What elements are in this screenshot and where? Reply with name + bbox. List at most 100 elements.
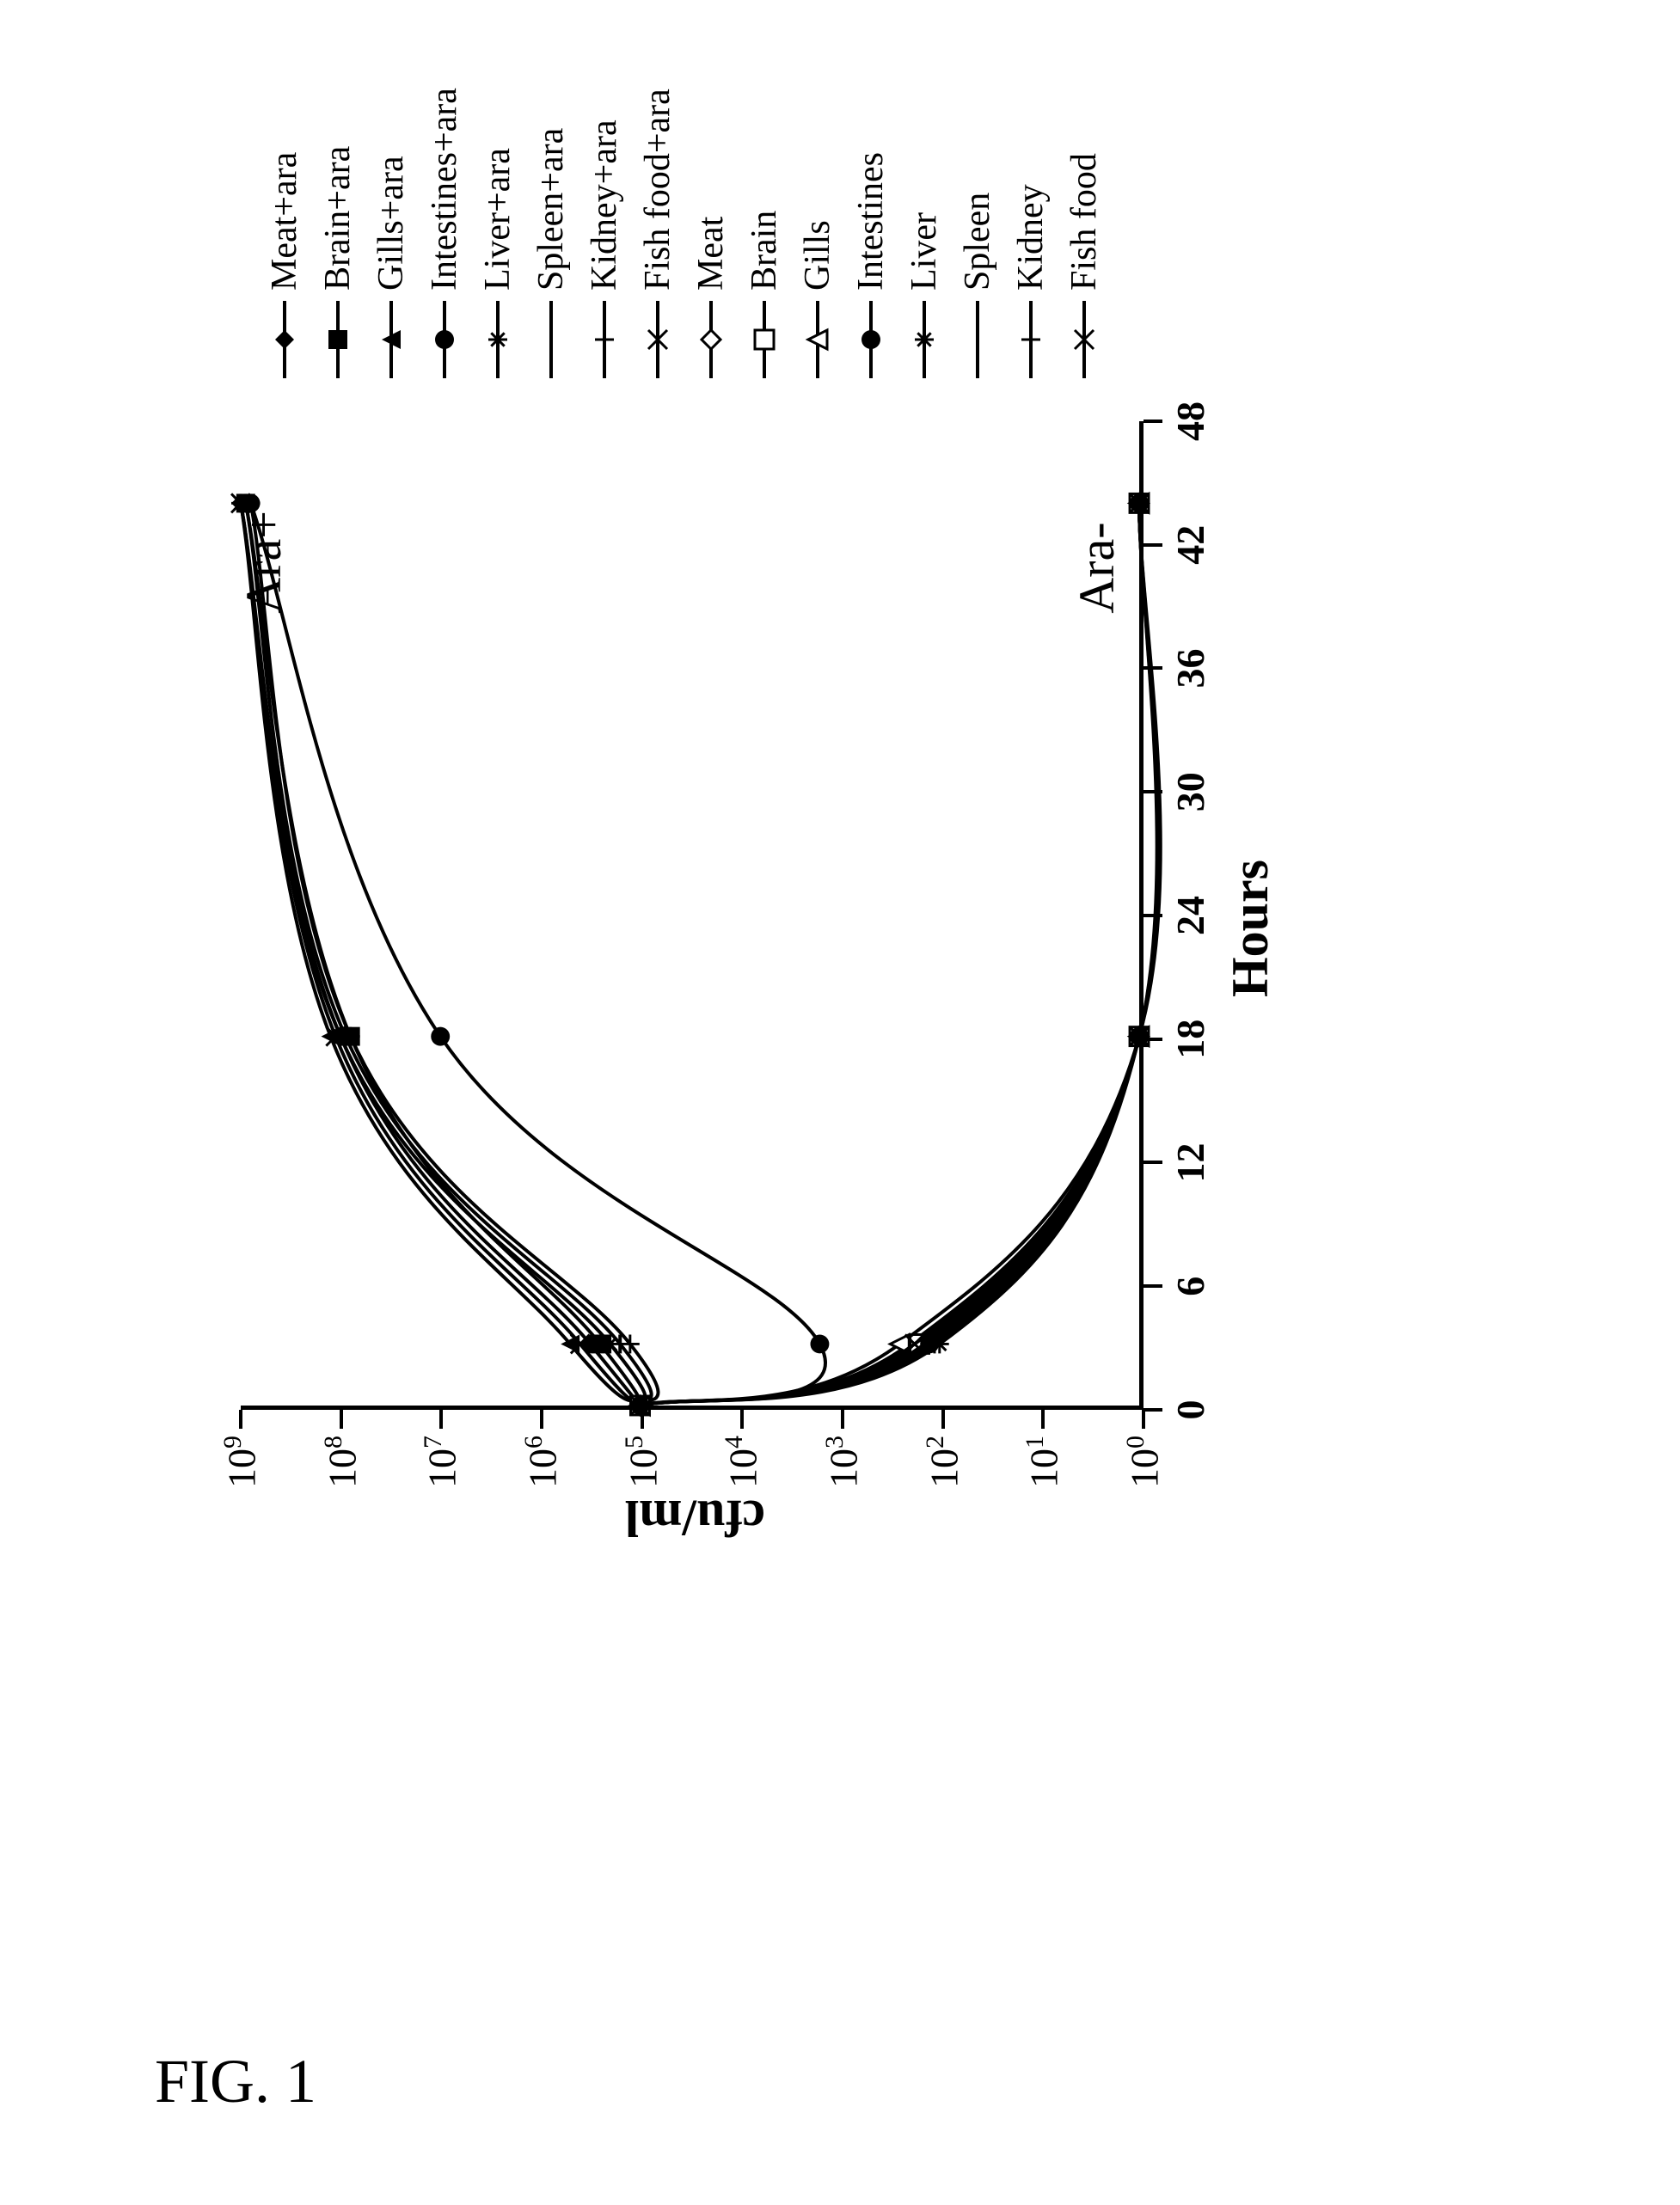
y-tick-label: 100: [1121, 1436, 1167, 1530]
series-line-meat_ara: [241, 503, 640, 1406]
x-tick-label: 24: [1168, 896, 1213, 935]
series-line-liver: [640, 503, 1156, 1406]
legend-label: Spleen+ara: [530, 128, 572, 291]
x-tick-label: 48: [1168, 401, 1213, 441]
x-tick: [1144, 1038, 1162, 1041]
chart-container: cfu/ml Hours: [172, 0, 1505, 1599]
legend-sample: [960, 301, 995, 378]
x-tick-label: 12: [1168, 1143, 1213, 1183]
series-line-spleen_ara: [246, 503, 652, 1406]
legend-sample: [374, 301, 408, 378]
legend-sample: [534, 301, 568, 378]
page: cfu/ml Hours: [0, 0, 1680, 2205]
series-line-gills: [640, 503, 1160, 1406]
y-tick-label: 106: [519, 1436, 565, 1530]
series-line-fishfood: [640, 503, 1159, 1406]
legend-item: Brain: [738, 88, 791, 378]
series-line-liver_ara: [241, 503, 646, 1406]
legend-label: Spleen: [957, 193, 998, 291]
legend-item: Liver: [898, 88, 951, 378]
legend-label: Kidney+ara: [584, 119, 625, 291]
x-tick-label: 6: [1168, 1277, 1213, 1296]
legend-item: Fish food: [1058, 88, 1111, 378]
legend-label: Fish food: [1064, 153, 1105, 291]
legend-item: Meat+ara: [258, 88, 311, 378]
legend-sample: [641, 301, 675, 378]
y-tick-label: 107: [419, 1436, 464, 1530]
legend-item: Gills: [791, 88, 844, 378]
legend-item: Brain+ara: [311, 88, 365, 378]
legend-sample: [1067, 301, 1101, 378]
x-tick: [1144, 1161, 1162, 1165]
legend-sample: [427, 301, 462, 378]
legend-label: Meat: [690, 217, 732, 291]
series-line-gills_ara: [241, 503, 640, 1406]
x-tick: [1144, 1408, 1162, 1412]
y-tick-label: 101: [1021, 1436, 1066, 1530]
legend-item: Meat: [684, 88, 738, 378]
legend-sample: [481, 301, 515, 378]
legend: Meat+ara Brain+ara Gills+ara Intestines+…: [258, 88, 1111, 378]
legend-label: Intestines: [850, 152, 892, 291]
x-tick: [1144, 790, 1162, 793]
x-tick: [1144, 543, 1162, 547]
legend-item: Kidney+ara: [578, 88, 631, 378]
y-tick-label: 102: [921, 1436, 966, 1530]
y-tick: [239, 1410, 242, 1429]
x-tick-label: 42: [1168, 525, 1213, 565]
legend-sample: [267, 301, 302, 378]
chart-curves: [241, 421, 1139, 1406]
figure-caption: FIG. 1: [155, 2046, 316, 2117]
y-tick: [740, 1410, 744, 1429]
y-tick-label: 103: [820, 1436, 866, 1530]
legend-sample: [800, 301, 835, 378]
legend-item: Fish food+ara: [631, 88, 684, 378]
legend-sample: [747, 301, 782, 378]
series-line-kidney: [640, 503, 1157, 1406]
x-tick-label: 0: [1168, 1400, 1213, 1420]
legend-sample: [321, 301, 355, 378]
legend-label: Intestines+ara: [424, 88, 465, 291]
series-line-fishfood_ara: [241, 503, 640, 1406]
legend-label: Brain+ara: [317, 146, 359, 291]
legend-label: Liver+ara: [477, 148, 518, 291]
legend-label: Gills: [797, 220, 838, 291]
annotation: Ara-: [1068, 522, 1125, 613]
x-tick-label: 18: [1168, 1020, 1213, 1059]
plot-area: [241, 421, 1144, 1410]
x-tick: [1144, 667, 1162, 671]
legend-label: Meat+ara: [264, 152, 305, 291]
legend-label: Brain: [744, 211, 785, 291]
series-line-spleen: [640, 503, 1158, 1406]
y-tick: [841, 1410, 844, 1429]
x-tick: [1144, 420, 1162, 423]
legend-label: Gills+ara: [371, 156, 412, 291]
y-tick: [1041, 1410, 1045, 1429]
series-line-intestines_ara: [251, 503, 825, 1406]
x-tick-label: 30: [1168, 772, 1213, 812]
x-axis-label: Hours: [1221, 860, 1280, 997]
legend-label: Fish food+ara: [637, 89, 678, 291]
legend-item: Intestines: [844, 88, 898, 378]
legend-label: Kidney: [1010, 184, 1052, 291]
series-line-intestines: [640, 503, 1157, 1406]
legend-sample: [854, 301, 888, 378]
x-tick: [1144, 1284, 1162, 1288]
x-tick-label: 36: [1168, 649, 1213, 689]
legend-label: Liver: [904, 212, 945, 291]
legend-sample: [1014, 301, 1048, 378]
y-tick: [641, 1410, 644, 1429]
x-tick: [1144, 914, 1162, 917]
legend-item: Kidney: [1004, 88, 1058, 378]
series-line-brain: [640, 503, 1158, 1406]
legend-item: Intestines+ara: [418, 88, 471, 378]
y-tick: [439, 1410, 443, 1429]
legend-item: Liver+ara: [471, 88, 524, 378]
legend-sample: [587, 301, 622, 378]
legend-item: Spleen: [951, 88, 1004, 378]
y-tick: [340, 1410, 343, 1429]
y-tick-label: 108: [319, 1436, 365, 1530]
series-line-meat: [640, 503, 1159, 1406]
annotation: Ara+: [235, 511, 292, 614]
y-tick: [941, 1410, 945, 1429]
